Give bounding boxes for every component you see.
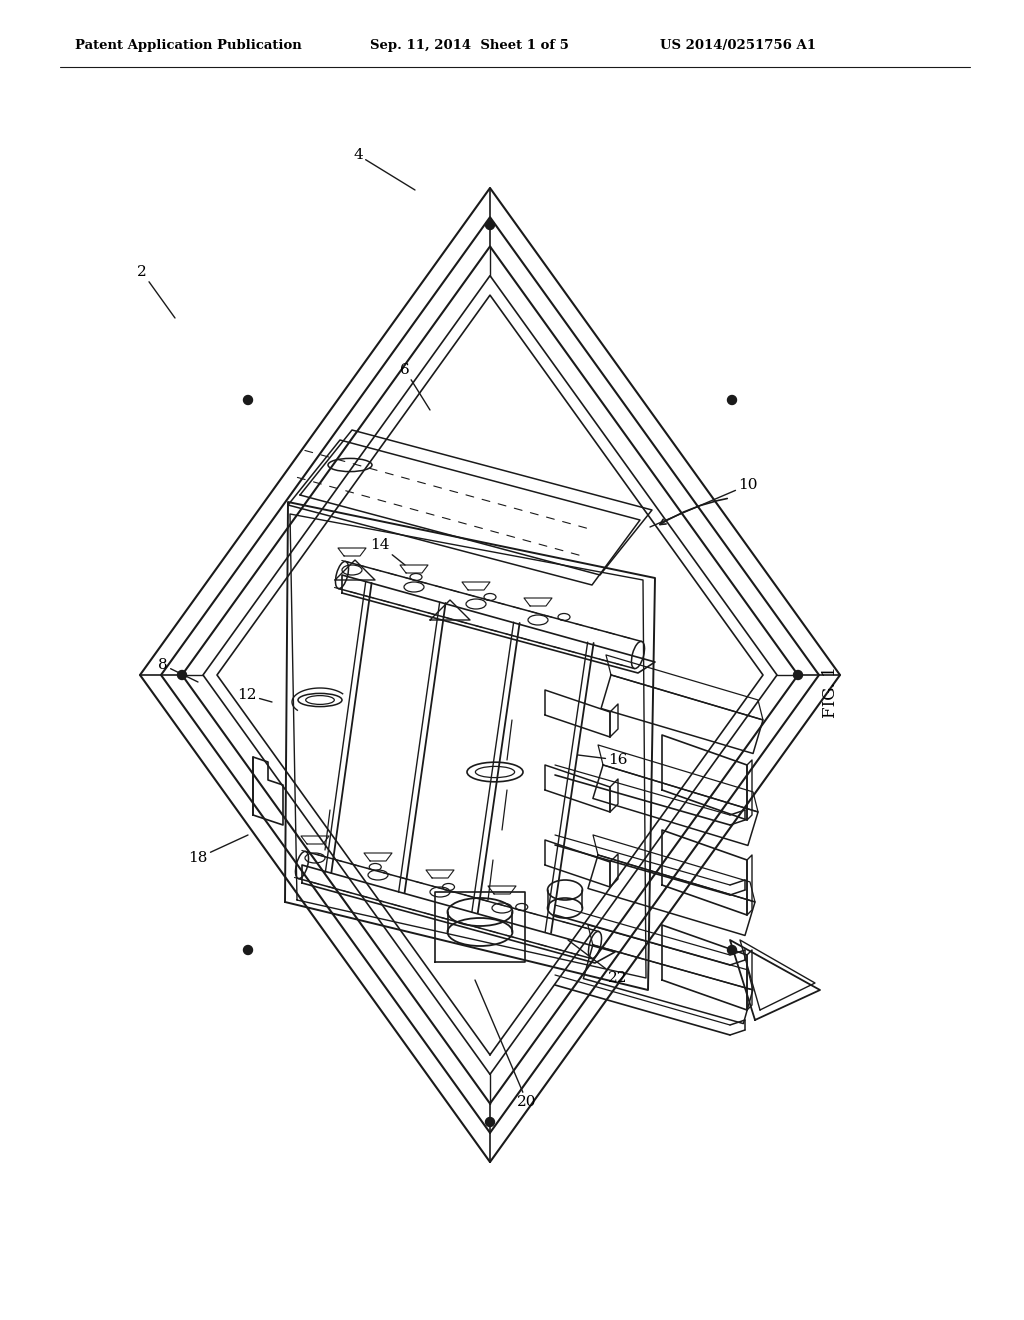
Text: 8: 8 [158,657,198,682]
Text: 4: 4 [353,148,415,190]
Text: 12: 12 [238,688,272,702]
Text: US 2014/0251756 A1: US 2014/0251756 A1 [660,40,816,51]
Text: Patent Application Publication: Patent Application Publication [75,40,302,51]
Circle shape [177,671,186,680]
Text: Sep. 11, 2014  Sheet 1 of 5: Sep. 11, 2014 Sheet 1 of 5 [370,40,569,51]
Text: 22: 22 [568,940,628,985]
Circle shape [485,1118,495,1126]
Circle shape [794,671,803,680]
Text: FIG. 1: FIG. 1 [822,667,839,718]
Text: 6: 6 [400,363,430,411]
Circle shape [727,945,736,954]
Circle shape [244,396,253,404]
Text: 14: 14 [371,539,406,565]
Text: 20: 20 [475,979,537,1109]
Circle shape [244,945,253,954]
Circle shape [727,396,736,404]
Text: 10: 10 [650,478,758,527]
Text: 2: 2 [137,265,175,318]
Text: 18: 18 [188,836,248,865]
Text: 16: 16 [578,752,628,767]
Circle shape [485,220,495,230]
